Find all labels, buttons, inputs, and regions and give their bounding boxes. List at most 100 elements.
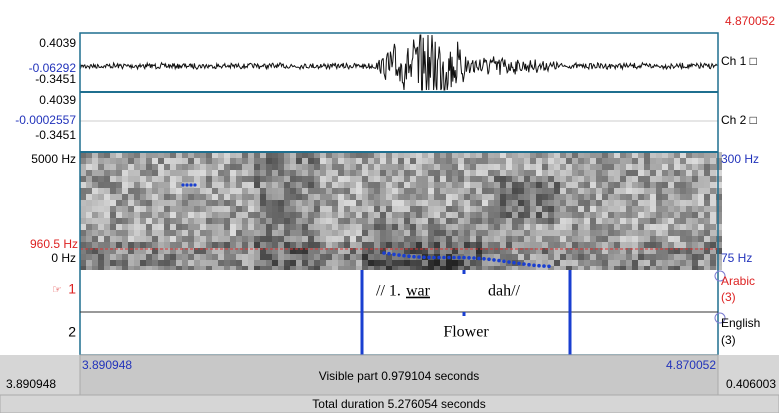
spectrogram-cell [524, 164, 530, 170]
spectrogram-cell [644, 158, 650, 164]
pitch-point [512, 261, 516, 265]
spectrogram-cell [662, 194, 668, 200]
spectrogram-cell [524, 254, 530, 260]
spectrogram-cell [518, 218, 524, 224]
spectrogram-cell [284, 230, 290, 236]
spectrogram-cell [356, 212, 362, 218]
spectrogram-cell [122, 206, 128, 212]
spectrogram-cell [122, 176, 128, 182]
spectrogram-cell [152, 182, 158, 188]
interval-text[interactable]: dah// [488, 283, 521, 300]
spectrogram-cell [542, 212, 548, 218]
spectrogram-cell [704, 224, 710, 230]
spectrogram-cell [560, 236, 566, 242]
spectrogram-cell [128, 182, 134, 188]
spectrogram-cell [662, 176, 668, 182]
spectrogram-cell [320, 206, 326, 212]
spectrogram-cell [452, 260, 458, 266]
spectrogram-cell [626, 230, 632, 236]
spectrogram-cell [290, 254, 296, 260]
spectrogram-cell [536, 194, 542, 200]
spectrogram-cell [344, 212, 350, 218]
spectrogram-cell [686, 188, 692, 194]
spectrogram-cell [590, 200, 596, 206]
spectrogram-cell [92, 266, 98, 270]
spectrogram-cell [554, 260, 560, 266]
pitch-point [542, 264, 546, 268]
spectrogram-cell [212, 230, 218, 236]
spectrogram-cell [170, 260, 176, 266]
spectrogram-cell [626, 176, 632, 182]
spectrogram-cell [632, 158, 638, 164]
spectrogram-cell [344, 176, 350, 182]
spectrogram-cell [368, 218, 374, 224]
spectrogram-cell [158, 266, 164, 270]
spectrogram-cell [686, 242, 692, 248]
spectrogram-cell [578, 182, 584, 188]
spectrogram-cell [698, 176, 704, 182]
spectrogram-cell [338, 176, 344, 182]
spectrogram-cell [368, 224, 374, 230]
spectrogram-cell [80, 212, 86, 218]
spectrogram-cell [650, 224, 656, 230]
spectrogram-cell [554, 170, 560, 176]
spectrogram-cell [320, 218, 326, 224]
channel-name[interactable]: Ch 2 □ [721, 113, 757, 127]
spectrogram-cell [326, 242, 332, 248]
spectrogram-cell [644, 164, 650, 170]
spectrogram-cell [200, 230, 206, 236]
spectrogram-cell [482, 170, 488, 176]
spectrogram-cell [236, 206, 242, 212]
spectrogram-cell [146, 158, 152, 164]
spectrogram-cell [248, 212, 254, 218]
spectrogram-cell [338, 200, 344, 206]
spectrogram-cell [218, 254, 224, 260]
spectrogram-cell [470, 200, 476, 206]
channel-name[interactable]: Ch 1 □ [721, 54, 757, 68]
interval-text[interactable]: Flower [443, 324, 489, 341]
spectrogram-cell [260, 266, 266, 270]
spectrogram-cell [362, 188, 368, 194]
spectrogram-cell [422, 200, 428, 206]
pitch-point [392, 253, 396, 257]
spectrogram-cell [320, 158, 326, 164]
spectrogram-cell [272, 206, 278, 212]
spectrogram-cell [182, 170, 188, 176]
spectrogram-cell [242, 224, 248, 230]
spectrogram-cell [344, 206, 350, 212]
spectrogram-cell [224, 158, 230, 164]
spectrogram-cell [278, 254, 284, 260]
spectrogram-cell [458, 224, 464, 230]
spectrogram-cell [662, 212, 668, 218]
spectrogram-cell [206, 230, 212, 236]
spectrogram-cell [422, 194, 428, 200]
spectrogram-cell [194, 188, 200, 194]
spectrogram-cell [158, 164, 164, 170]
spectrogram-cell [482, 236, 488, 242]
spectrogram-cell [218, 194, 224, 200]
spectrogram-cell [692, 176, 698, 182]
spectrogram-cell [194, 170, 200, 176]
spectrogram-cell [212, 242, 218, 248]
spectrogram-cell [422, 170, 428, 176]
spectrogram-cell [524, 200, 530, 206]
spectrogram-cell [632, 164, 638, 170]
spectrogram-cell [584, 158, 590, 164]
spectrogram-cell [416, 212, 422, 218]
spectrogram-cell [344, 194, 350, 200]
spectrogram-cell [128, 230, 134, 236]
spectrogram-cell [488, 188, 494, 194]
interval-text[interactable]: war [406, 283, 431, 300]
spectrogram-cell [512, 182, 518, 188]
spectrogram-cell [518, 188, 524, 194]
interval-text[interactable]: // 1. [376, 283, 401, 300]
spectrogram-cell [128, 260, 134, 266]
spectrogram-cell [566, 242, 572, 248]
spectrogram-cell [98, 230, 104, 236]
spectrogram-cell [524, 206, 530, 212]
spectrogram-cell [482, 194, 488, 200]
spectrogram-cell [158, 224, 164, 230]
spectrogram-cell [560, 260, 566, 266]
pitch-top: 300 Hz [721, 152, 759, 166]
spectrogram-cell [596, 230, 602, 236]
